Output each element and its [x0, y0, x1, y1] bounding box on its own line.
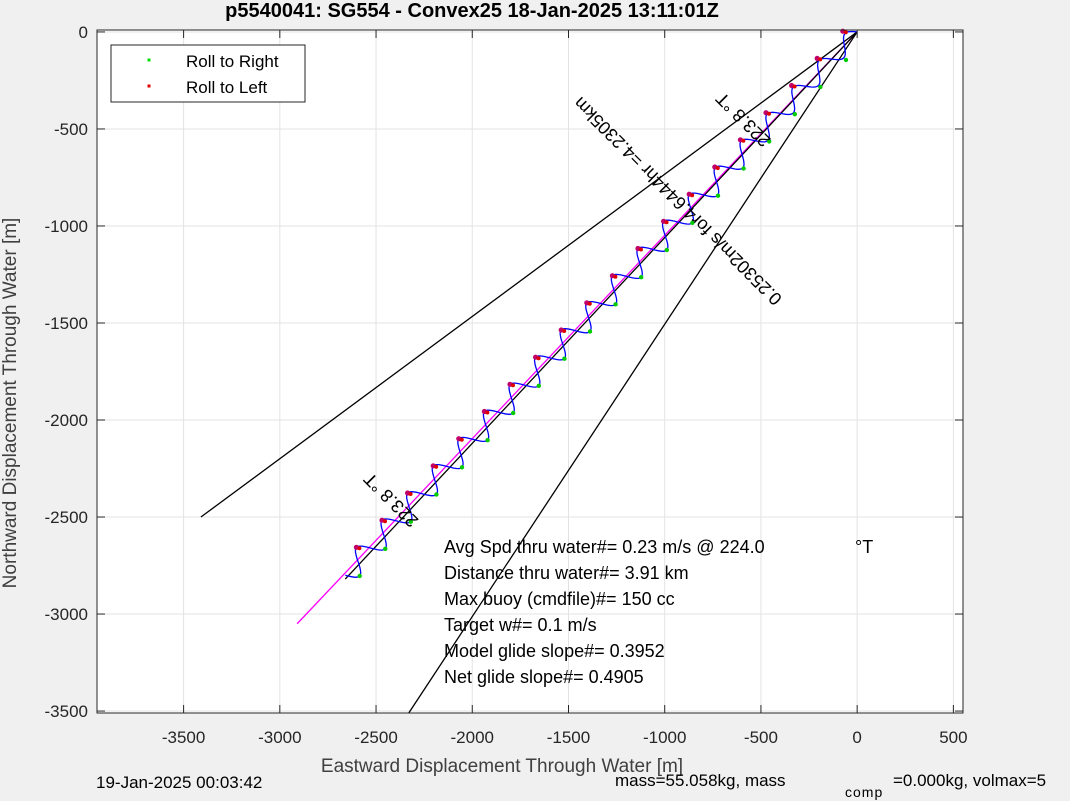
roll-left-marker [818, 57, 823, 62]
roll-right-marker [639, 275, 644, 280]
annotation-line: Target w#= 0.1 m/s [444, 615, 597, 635]
y-tick-label: -3000 [45, 605, 88, 624]
roll-right-marker [843, 57, 849, 63]
annotation-line: Model glide slope#= 0.3952 [444, 641, 665, 661]
roll-left-marker [562, 329, 567, 333]
footer-mass: mass=55.058kg, mass [615, 771, 786, 790]
roll-left-marker [485, 410, 490, 415]
roll-left-marker [664, 220, 669, 225]
roll-right-marker [434, 492, 439, 497]
annotation-line: Max buoy (cmdfile)#= 150 cc [444, 589, 675, 609]
x-tick-label: -2000 [451, 728, 494, 747]
roll-left-marker [587, 301, 592, 306]
roll-left-marker [383, 519, 387, 524]
roll-left-marker [690, 193, 695, 198]
roll-left-marker [767, 111, 771, 116]
roll-left-marker [639, 247, 643, 252]
grid [97, 30, 963, 713]
legend-box [110, 44, 306, 103]
roll-left-marker [741, 138, 746, 143]
roll-right-marker [536, 383, 541, 388]
roll-right-marker [690, 220, 695, 225]
x-axis-label: Eastward Displacement Through Water [m] [321, 756, 683, 777]
x-tick-label: -1000 [643, 728, 686, 747]
x-tick-label: -3500 [162, 728, 205, 747]
roll-right-marker [715, 193, 721, 198]
roll-left-marker [792, 84, 797, 89]
footer-mass-text: mass=55.058kg, mass [615, 771, 786, 790]
annotation-line: Net glide slope#= 0.4905 [444, 667, 644, 687]
roll-left-marker [511, 383, 515, 388]
series-line [296, 31, 858, 625]
x-tick-label: -2500 [354, 728, 397, 747]
roll-left-marker [715, 166, 720, 170]
roll-left-marker [843, 30, 848, 35]
series-line [408, 31, 858, 714]
roll-left-marker [357, 546, 362, 551]
roll-right-marker [511, 410, 516, 416]
y-tick-label: -1500 [45, 314, 88, 333]
footer-mass-tail: =0.000kg, volmax=5 [893, 771, 1046, 790]
y-tick-label: -2500 [45, 508, 88, 527]
plot-area [97, 30, 963, 713]
roll-right-marker [664, 247, 669, 253]
annotation-unit: °T [855, 537, 873, 557]
y-tick-label: -1000 [45, 217, 88, 236]
roll-right-marker [357, 573, 362, 579]
roll-right-marker [408, 519, 413, 524]
y-tick-label: 0 [79, 23, 88, 42]
axis-ticks: -3500 -3000 -2500 -2000 -1500 -1000 -500 0 500 0 -… [45, 23, 968, 747]
footer-comp-sub: comp [845, 784, 883, 800]
annotation-line: Avg Spd thru water#= 0.23 m/s @ 224.0 [444, 537, 765, 557]
roll-right-marker [485, 438, 490, 443]
x-tick-label: -500 [744, 728, 778, 747]
legend: Roll to Right Roll to Left [110, 44, 306, 103]
series-line [200, 31, 858, 518]
y-tick-label: -2000 [45, 411, 88, 430]
roll-left-marker [613, 274, 618, 279]
roll-right-marker [792, 112, 797, 117]
y-tick-label: -500 [54, 120, 88, 139]
roll-left-marker [459, 437, 464, 442]
x-tick-label: -1500 [547, 728, 590, 747]
legend-entry-roll-right: Roll to Right [186, 52, 279, 71]
roll-right-marker [741, 166, 746, 171]
roll-right-marker [818, 84, 823, 90]
data-lines [200, 30, 858, 714]
legend-entry-roll-left: Roll to Left [186, 78, 268, 97]
roll-right-marker [562, 356, 567, 361]
legend-marker-left [147, 84, 151, 88]
glider-track [345, 30, 858, 578]
x-tick-label: -3000 [258, 728, 301, 747]
roll-right-marker [383, 546, 388, 551]
x-tick-label: 500 [939, 728, 967, 747]
legend-marker-right [147, 58, 151, 62]
roll-right-marker [587, 329, 593, 334]
roll-left-marker [434, 464, 439, 469]
annotation-block: Avg Spd thru water#= 0.23 m/s @ 224.0 Dis… [444, 537, 873, 687]
roll-right-marker [613, 302, 618, 307]
annotation-line: Distance thru water#= 3.91 km [444, 563, 689, 583]
y-axis-label: Northward Displacement Through Water [m] [0, 218, 21, 589]
x-tick-label: 0 [852, 728, 861, 747]
roll-right-marker [767, 139, 772, 144]
plot-frame [96, 29, 964, 714]
y-tick-label: -3500 [45, 702, 88, 721]
series-line [344, 31, 858, 580]
chart-title: p5540041: SG554 - Convex25 18-Jan-2025 1… [225, 0, 719, 22]
roll-left-marker [408, 492, 413, 496]
footer-timestamp: 19-Jan-2025 00:03:42 [96, 773, 262, 792]
roll-left-marker [536, 356, 541, 361]
roll-right-marker [459, 465, 465, 470]
